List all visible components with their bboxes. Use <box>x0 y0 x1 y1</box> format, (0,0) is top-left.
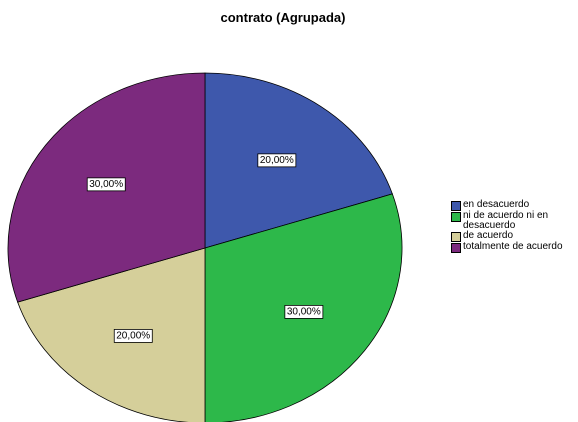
value-label: 20,00% <box>116 330 150 341</box>
legend-swatch <box>451 243 461 253</box>
legend-label: en desacuerdo <box>463 199 530 210</box>
legend-item: ni de acuerdo ni en desacuerdo <box>451 211 569 231</box>
value-label-box <box>86 177 126 192</box>
value-label-box <box>113 329 153 343</box>
value-label: 20,00% <box>260 155 294 166</box>
value-label-box <box>284 305 324 319</box>
legend-swatch <box>451 212 461 222</box>
legend-item: de acuerdo <box>451 231 569 242</box>
chart-title: contrato (Agrupada) <box>221 10 346 25</box>
pie-slice <box>204 72 393 249</box>
legend-item: totalmente de acuerdo <box>451 242 569 253</box>
value-label-box <box>257 153 297 168</box>
legend-item: en desacuerdo <box>451 200 569 211</box>
legend-swatch <box>451 201 461 211</box>
legend-label: totalmente de acuerdo <box>463 241 563 252</box>
value-label: 30,00% <box>287 306 321 317</box>
legend-label: de acuerdo <box>463 230 514 241</box>
pie-slice <box>17 247 206 422</box>
legend-swatch <box>451 232 461 242</box>
legend-label: ni de acuerdo ni en desacuerdo <box>463 210 549 231</box>
legend: en desacuerdo ni de acuerdo ni en desacue… <box>451 200 569 253</box>
value-label: 30,00% <box>89 179 123 190</box>
